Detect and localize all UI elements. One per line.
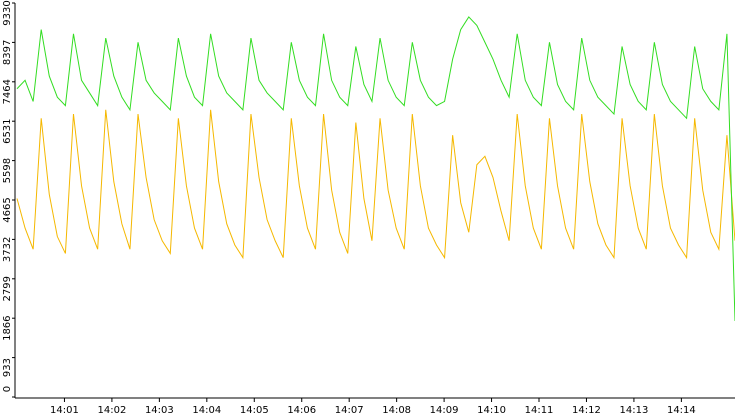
y-tick-label: 2799 [2, 276, 13, 301]
x-tick-label: 14:02 [97, 405, 126, 415]
y-tick-label: 0 [2, 386, 13, 392]
y-tick-label: 933 [2, 358, 13, 377]
x-tick-label: 14:03 [145, 405, 174, 415]
series-line [16, 109, 735, 260]
y-tick-label: 3732 [2, 237, 13, 262]
x-tick-label: 14:11 [525, 405, 554, 415]
x-tick-label: 14:04 [192, 405, 221, 415]
y-tick-label: 7464 [2, 79, 13, 104]
x-tick-label: 14:06 [287, 405, 316, 415]
x-tick-label: 14:14 [667, 405, 696, 415]
x-tick-label: 14:13 [620, 405, 649, 415]
x-tick-label: 14:09 [430, 405, 459, 415]
y-tick-label: 6531 [2, 118, 13, 143]
x-tick-label: 14:12 [572, 405, 601, 415]
x-tick-label: 14:01 [50, 405, 79, 415]
x-tick-label: 14:05 [240, 405, 269, 415]
series-line [16, 16, 735, 322]
x-tick-label: 14:08 [382, 405, 411, 415]
x-tick-label: 14:07 [335, 405, 364, 415]
y-tick-label: 9330 [2, 0, 13, 25]
y-tick-label: 8397 [2, 40, 13, 65]
y-tick-label: 5598 [2, 158, 13, 183]
x-tick-label: 14:10 [477, 405, 506, 415]
y-tick-label: 1866 [2, 315, 13, 340]
y-tick-label: 4665 [2, 197, 13, 222]
